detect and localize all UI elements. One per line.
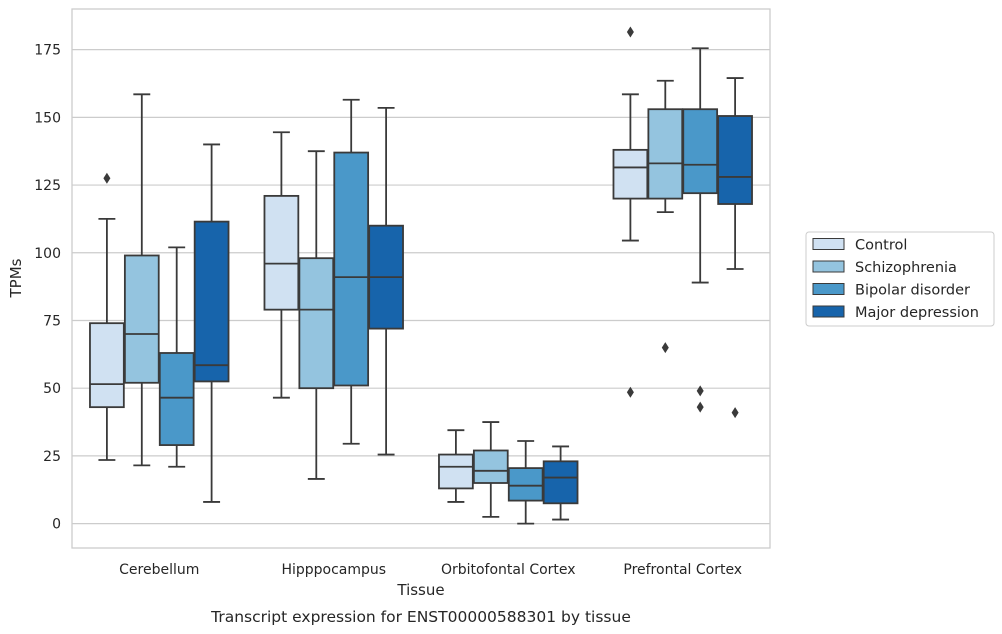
box-group <box>333 98 370 445</box>
y-tick-label: 100 <box>34 246 61 262</box>
legend: Control Schizophrenia Bipolar disorder Majo… <box>805 231 995 327</box>
x-tick-labels: Cerebellum Hipppocampus Orbitofontal Corte… <box>119 562 742 578</box>
box <box>717 115 753 205</box>
series-group <box>158 47 719 525</box>
x-tick-label: Orbitofontal Cortex <box>441 562 576 578</box>
outlier-point <box>626 386 634 398</box>
outlier-point <box>731 407 739 419</box>
box-group <box>89 172 125 461</box>
y-tick-label: 25 <box>43 449 61 465</box>
legend-label: Schizophrenia <box>855 260 957 276</box>
y-tick-label: 0 <box>52 517 61 533</box>
box-groups <box>89 26 753 525</box>
y-axis-label: TPMs <box>7 258 25 298</box>
box <box>682 108 719 195</box>
box <box>472 449 509 484</box>
legend-label: Bipolar disorder <box>855 283 970 299</box>
outlier-point <box>696 385 704 397</box>
y-tick-labels: 0 25 50 75 100 125 150 175 <box>34 43 61 533</box>
outlier-point <box>103 172 111 184</box>
box-group <box>263 131 300 399</box>
box <box>158 352 195 446</box>
series-group <box>193 77 753 521</box>
box <box>647 108 684 200</box>
y-tick-label: 150 <box>34 110 61 126</box>
box-group <box>438 429 474 503</box>
box <box>298 257 335 390</box>
box-group <box>472 421 509 518</box>
box-group <box>298 150 335 480</box>
series-group <box>123 79 684 518</box>
box-group <box>158 246 195 468</box>
box-group <box>717 77 753 419</box>
box-group <box>542 445 579 521</box>
box <box>542 460 579 505</box>
y-tick-label: 175 <box>34 43 61 59</box>
x-axis-label: Tissue <box>396 581 444 599</box>
legend-swatch <box>812 260 845 273</box>
outlier-point <box>696 401 704 413</box>
y-tick-label: 50 <box>43 381 61 397</box>
box-group <box>612 26 649 398</box>
chart-caption: Transcript expression for ENST0000058830… <box>210 608 631 626</box>
legend-frame <box>805 231 995 327</box>
x-tick-label: Prefrontal Cortex <box>623 562 742 578</box>
x-tick-label: Cerebellum <box>119 562 199 578</box>
box <box>333 151 370 387</box>
box-group <box>682 47 719 413</box>
outlier-point <box>626 26 634 38</box>
box <box>123 254 160 384</box>
box <box>612 148 649 200</box>
box-group <box>368 106 404 456</box>
legend-label: Control <box>855 238 907 254</box>
box <box>507 467 544 502</box>
y-tick-label: 75 <box>43 313 61 329</box>
box <box>89 322 125 409</box>
series-group <box>89 26 649 503</box>
box-group <box>193 143 230 503</box>
legend-swatch <box>812 238 845 250</box>
box-group <box>647 79 684 354</box>
legend-swatch <box>812 283 845 295</box>
box <box>263 194 300 311</box>
outlier-point <box>661 342 669 354</box>
box-group <box>123 93 160 467</box>
y-tick-label: 125 <box>34 178 61 194</box>
box-group <box>507 440 544 525</box>
legend-label: Major depression <box>855 305 979 321</box>
box <box>193 220 230 383</box>
x-tick-label: Hipppocampus <box>281 562 386 578</box>
box <box>438 453 474 490</box>
plot-area-frame <box>71 8 771 549</box>
legend-swatch <box>812 305 845 318</box>
